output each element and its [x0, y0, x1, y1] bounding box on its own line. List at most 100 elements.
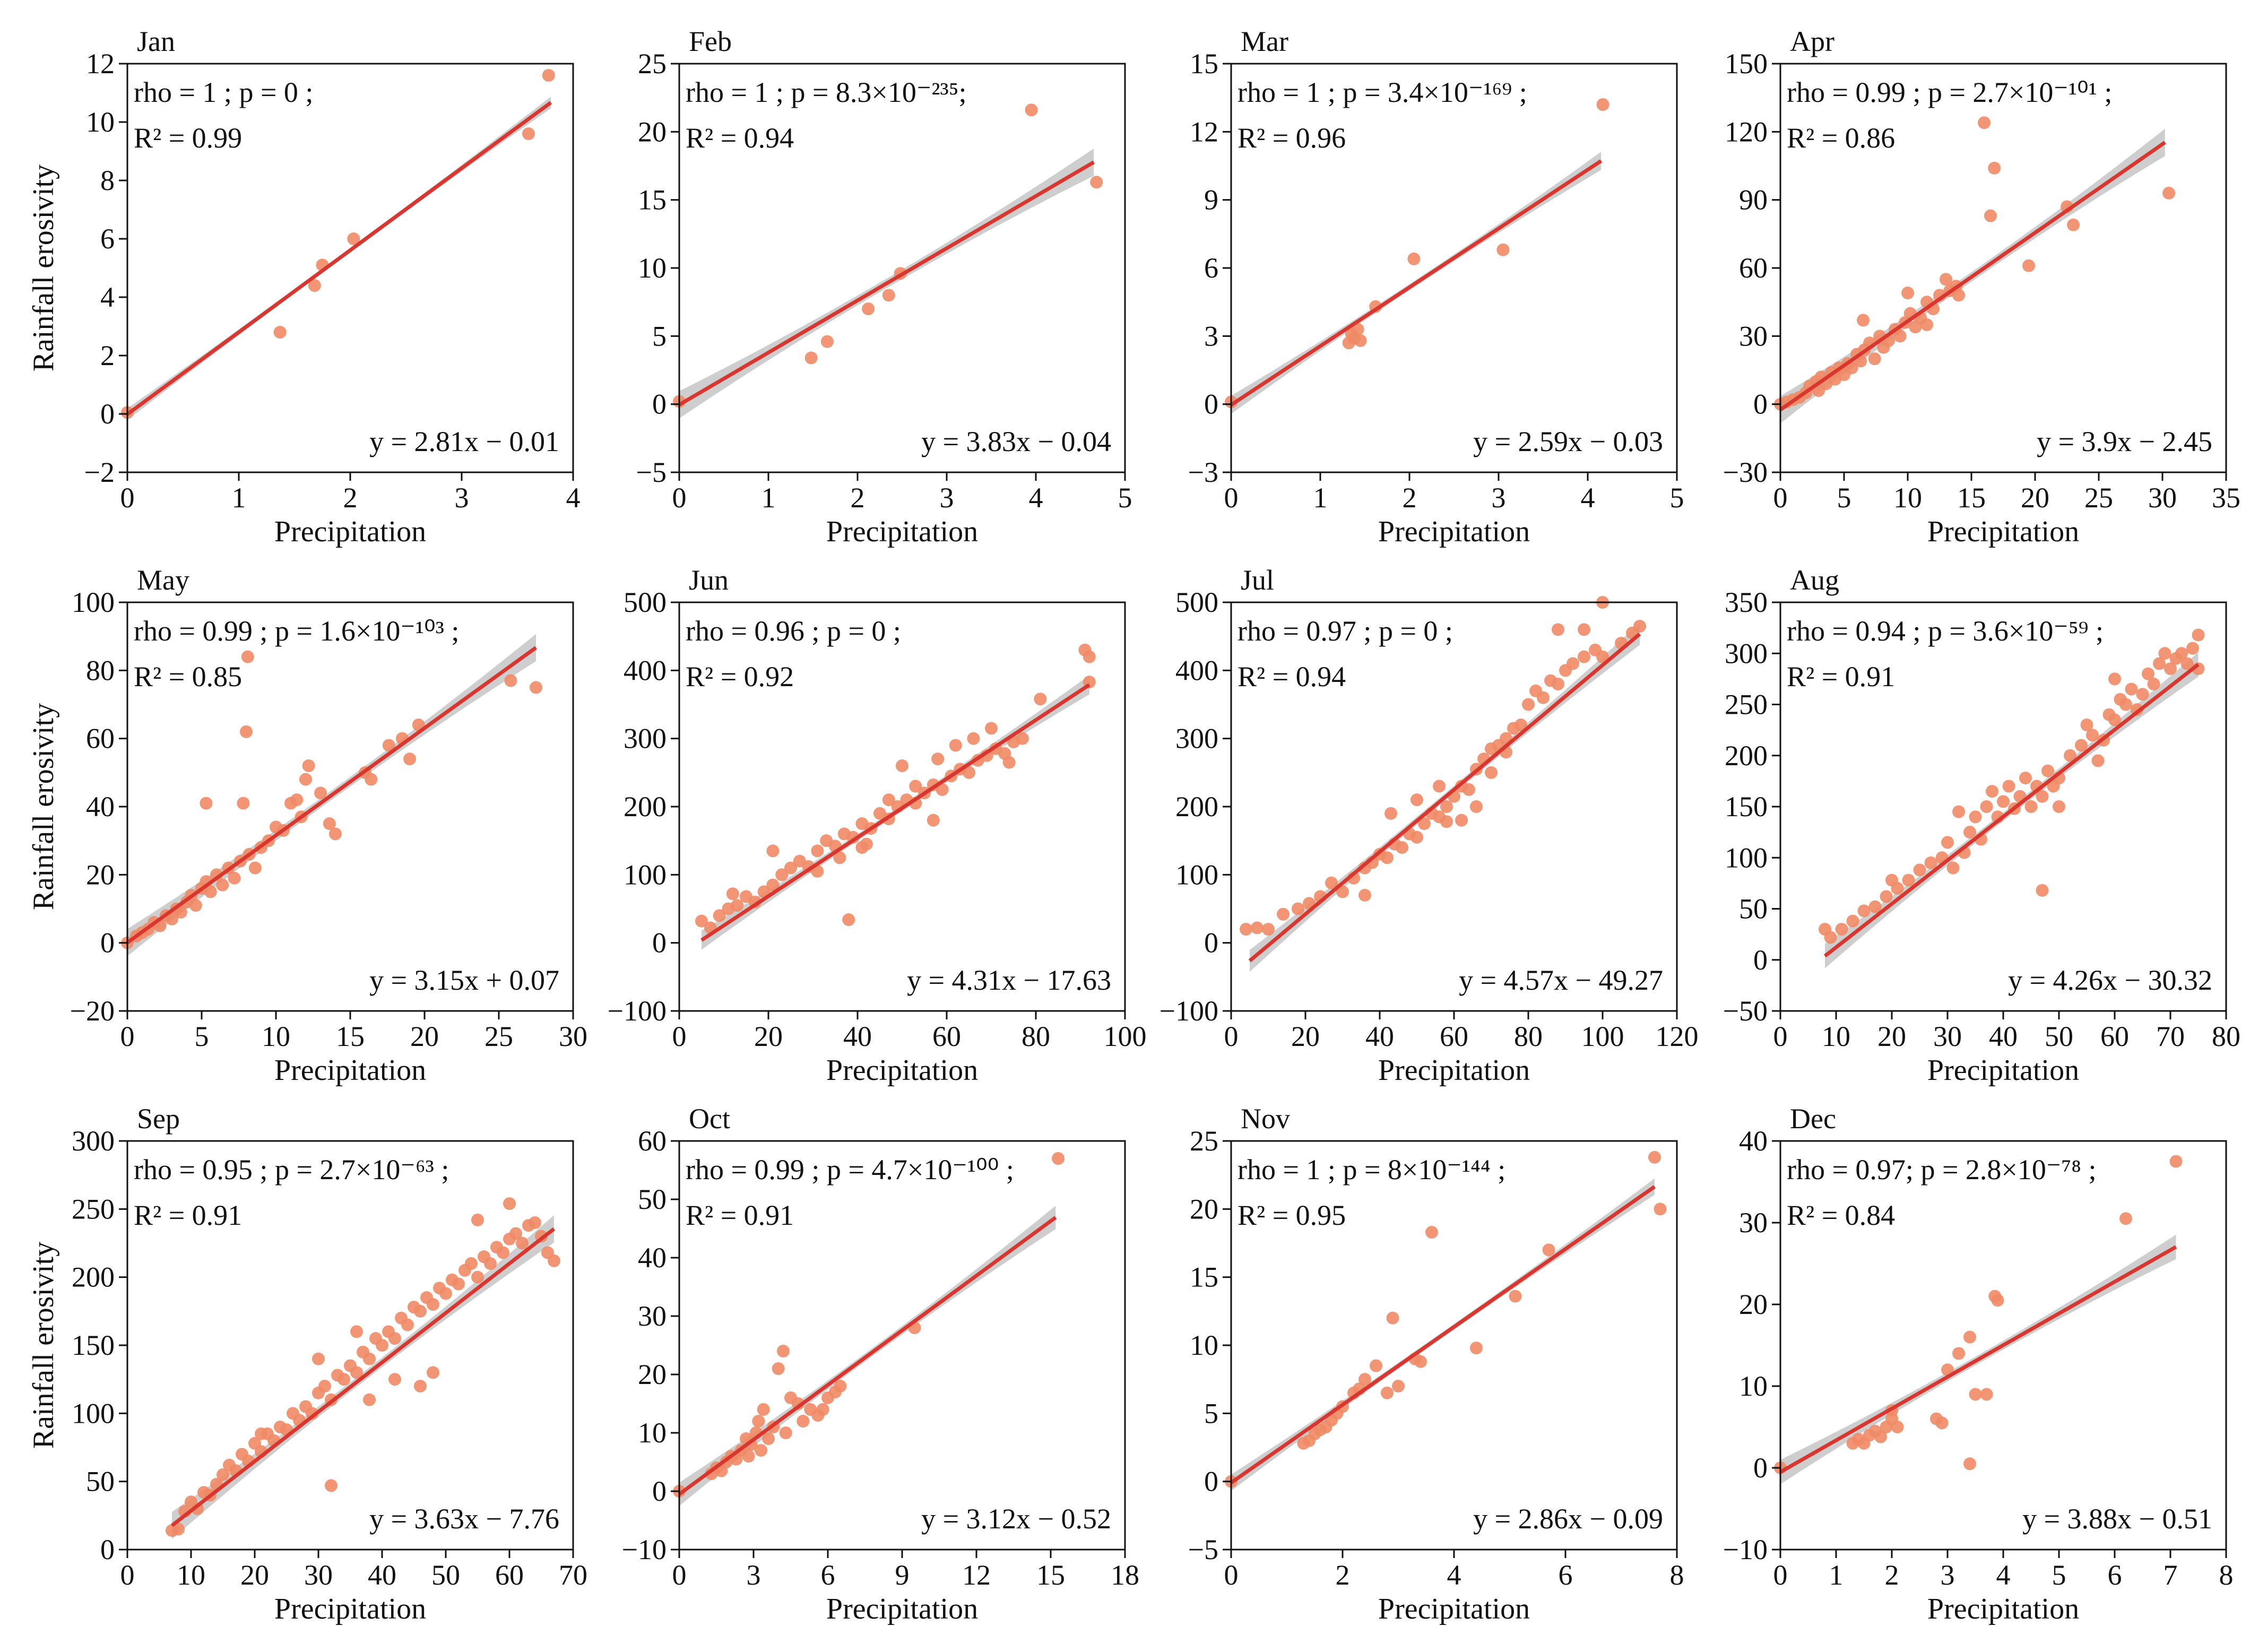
- y-tick-label: −2: [84, 456, 115, 488]
- data-point: [228, 871, 241, 885]
- rho-p-annotation: rho = 0.95 ; p = 2.7×10⁻⁶³ ;: [134, 1154, 449, 1186]
- y-tick-label: 12: [1190, 116, 1218, 148]
- x-tick-label: 5: [2052, 1559, 2066, 1591]
- y-tick-label: 60: [1739, 252, 1768, 284]
- regression-equation: y = 3.88x − 0.51: [2022, 1503, 2212, 1535]
- data-point: [1496, 243, 1510, 256]
- data-point: [1978, 116, 1991, 129]
- y-tick-label: 60: [86, 723, 115, 755]
- y-tick-label: 0: [652, 388, 667, 420]
- data-point: [1425, 1225, 1438, 1239]
- regression-line: [170, 1227, 556, 1527]
- rho-p-annotation: rho = 1 ; p = 8×10⁻¹⁴⁴ ;: [1238, 1154, 1505, 1186]
- data-point: [290, 793, 304, 807]
- x-tick-label: 4: [1581, 482, 1595, 514]
- data-point: [1952, 1347, 1965, 1360]
- x-tick-label: 0: [1773, 1559, 1788, 1591]
- x-tick-label: 0: [1773, 482, 1788, 514]
- data-point: [949, 739, 962, 752]
- data-point: [204, 885, 217, 898]
- x-tick-label: 1: [1829, 1559, 1844, 1591]
- data-point: [1963, 826, 1976, 839]
- rho-p-annotation: rho = 1 ; p = 0 ;: [134, 76, 313, 108]
- data-point: [314, 786, 327, 800]
- data-point: [1433, 780, 1446, 793]
- x-tick-label: 20: [1877, 1020, 1906, 1052]
- y-tick-label: 10: [1190, 1329, 1218, 1361]
- data-point: [350, 1366, 363, 1379]
- x-tick-label: 5: [1837, 482, 1851, 514]
- data-point: [376, 1339, 388, 1352]
- data-point: [347, 232, 360, 245]
- x-tick-label: 9: [895, 1559, 910, 1591]
- y-tick-label: 12: [86, 48, 115, 80]
- x-axis-label: Precipitation: [826, 1593, 978, 1625]
- regression-line: [1779, 1245, 2177, 1474]
- data-point: [779, 1426, 792, 1439]
- data-point: [1542, 1243, 1555, 1257]
- data-point: [1874, 1430, 1887, 1443]
- data-point: [497, 1246, 509, 1259]
- y-axis-label: Rainfall erosivity: [27, 1242, 60, 1449]
- data-point: [172, 1523, 185, 1536]
- panel-title: Mar: [1241, 25, 1288, 57]
- data-point: [363, 1352, 376, 1365]
- x-tick-label: 35: [2212, 482, 2240, 514]
- x-tick-label: 6: [821, 1559, 835, 1591]
- data-point: [302, 759, 315, 772]
- x-tick-label: 2: [1403, 482, 1417, 514]
- y-tick-label: 50: [86, 1466, 115, 1498]
- data-point: [811, 844, 824, 858]
- regression-line: [678, 1216, 1057, 1496]
- data-point: [2080, 719, 2093, 731]
- data-point: [816, 1403, 829, 1416]
- data-point: [1893, 330, 1907, 343]
- x-tick-label: 40: [1365, 1020, 1394, 1052]
- data-point: [1578, 623, 1590, 636]
- rho-p-annotation: rho = 0.97 ; p = 0 ;: [1238, 615, 1453, 647]
- x-tick-label: 3: [1941, 1559, 1955, 1591]
- x-tick-label: 0: [1773, 1020, 1788, 1052]
- x-axis-label: Precipitation: [1927, 515, 2079, 548]
- panel-title: May: [137, 564, 189, 596]
- y-tick-label: 40: [638, 1242, 667, 1274]
- x-tick-label: 0: [672, 482, 687, 514]
- r-squared-annotation: R² = 0.91: [134, 1199, 242, 1231]
- y-tick-label: 400: [624, 654, 667, 686]
- y-tick-label: 500: [1175, 586, 1218, 618]
- data-point: [1845, 361, 1858, 375]
- y-tick-label: 15: [1190, 48, 1218, 80]
- r-squared-annotation: R² = 0.91: [1787, 661, 1895, 693]
- data-point: [775, 868, 789, 881]
- data-point: [1384, 807, 1397, 820]
- data-point: [241, 650, 254, 663]
- data-point: [762, 1432, 775, 1445]
- y-tick-label: 20: [1739, 1288, 1768, 1320]
- regression-equation: y = 2.86x − 0.09: [1473, 1503, 1663, 1535]
- x-tick-label: 25: [2084, 482, 2113, 514]
- y-tick-label: 200: [72, 1261, 115, 1293]
- data-point: [963, 766, 975, 779]
- data-point: [713, 909, 726, 922]
- data-point: [1991, 1294, 2004, 1307]
- data-point: [365, 773, 378, 786]
- y-tick-label: 80: [86, 654, 115, 686]
- data-point: [1868, 352, 1881, 366]
- data-point: [784, 861, 797, 875]
- data-point: [1935, 1416, 1949, 1430]
- y-tick-label: 0: [652, 927, 667, 959]
- data-point: [484, 1257, 497, 1270]
- y-tick-label: 250: [72, 1193, 115, 1225]
- data-point: [1515, 719, 1527, 731]
- x-tick-label: 10: [1893, 482, 1922, 514]
- x-tick-label: 6: [1559, 1559, 1573, 1591]
- data-point: [1025, 103, 1038, 117]
- x-tick-label: 6: [2108, 1559, 2122, 1591]
- y-tick-label: 500: [624, 586, 667, 618]
- x-tick-label: 80: [2212, 1020, 2240, 1052]
- data-point: [1946, 861, 1960, 875]
- x-tick-label: 3: [940, 482, 954, 514]
- data-point: [1902, 873, 1915, 887]
- y-tick-label: 6: [1204, 252, 1218, 284]
- x-tick-label: 1: [761, 482, 776, 514]
